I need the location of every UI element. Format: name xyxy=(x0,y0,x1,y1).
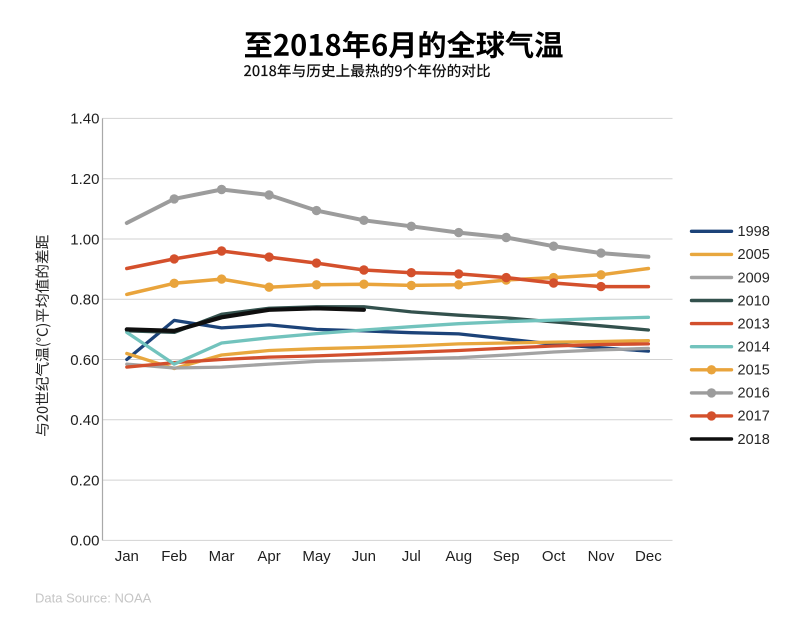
svg-text:2010: 2010 xyxy=(738,293,770,309)
svg-text:Data Source: NOAA: Data Source: NOAA xyxy=(35,591,152,606)
svg-text:Jun: Jun xyxy=(352,548,376,565)
svg-text:2005: 2005 xyxy=(738,247,770,263)
svg-text:Aug: Aug xyxy=(445,548,472,565)
svg-text:1.00: 1.00 xyxy=(70,231,99,248)
svg-text:2015: 2015 xyxy=(738,363,770,379)
svg-text:2013: 2013 xyxy=(738,316,770,332)
svg-text:Sep: Sep xyxy=(493,548,520,565)
svg-text:Jan: Jan xyxy=(115,548,139,565)
svg-text:1.20: 1.20 xyxy=(70,171,99,188)
svg-text:2018: 2018 xyxy=(738,432,770,448)
svg-text:Oct: Oct xyxy=(542,548,566,565)
svg-text:2014: 2014 xyxy=(738,340,770,356)
svg-text:1.40: 1.40 xyxy=(70,111,99,128)
svg-text:Feb: Feb xyxy=(161,548,187,565)
svg-text:Apr: Apr xyxy=(257,548,280,565)
svg-text:1998: 1998 xyxy=(738,224,770,240)
svg-text:2016: 2016 xyxy=(738,386,770,402)
svg-text:2009: 2009 xyxy=(738,270,770,286)
svg-text:Jul: Jul xyxy=(402,548,421,565)
svg-text:0.40: 0.40 xyxy=(70,412,99,429)
svg-text:0.00: 0.00 xyxy=(70,533,99,550)
svg-text:0.80: 0.80 xyxy=(70,292,99,309)
svg-text:Mar: Mar xyxy=(209,548,235,565)
svg-text:0.20: 0.20 xyxy=(70,472,99,489)
svg-text:Dec: Dec xyxy=(635,548,662,565)
svg-text:0.60: 0.60 xyxy=(70,352,99,369)
svg-text:May: May xyxy=(302,548,331,565)
svg-text:Nov: Nov xyxy=(588,548,615,565)
svg-text:2017: 2017 xyxy=(738,409,770,425)
